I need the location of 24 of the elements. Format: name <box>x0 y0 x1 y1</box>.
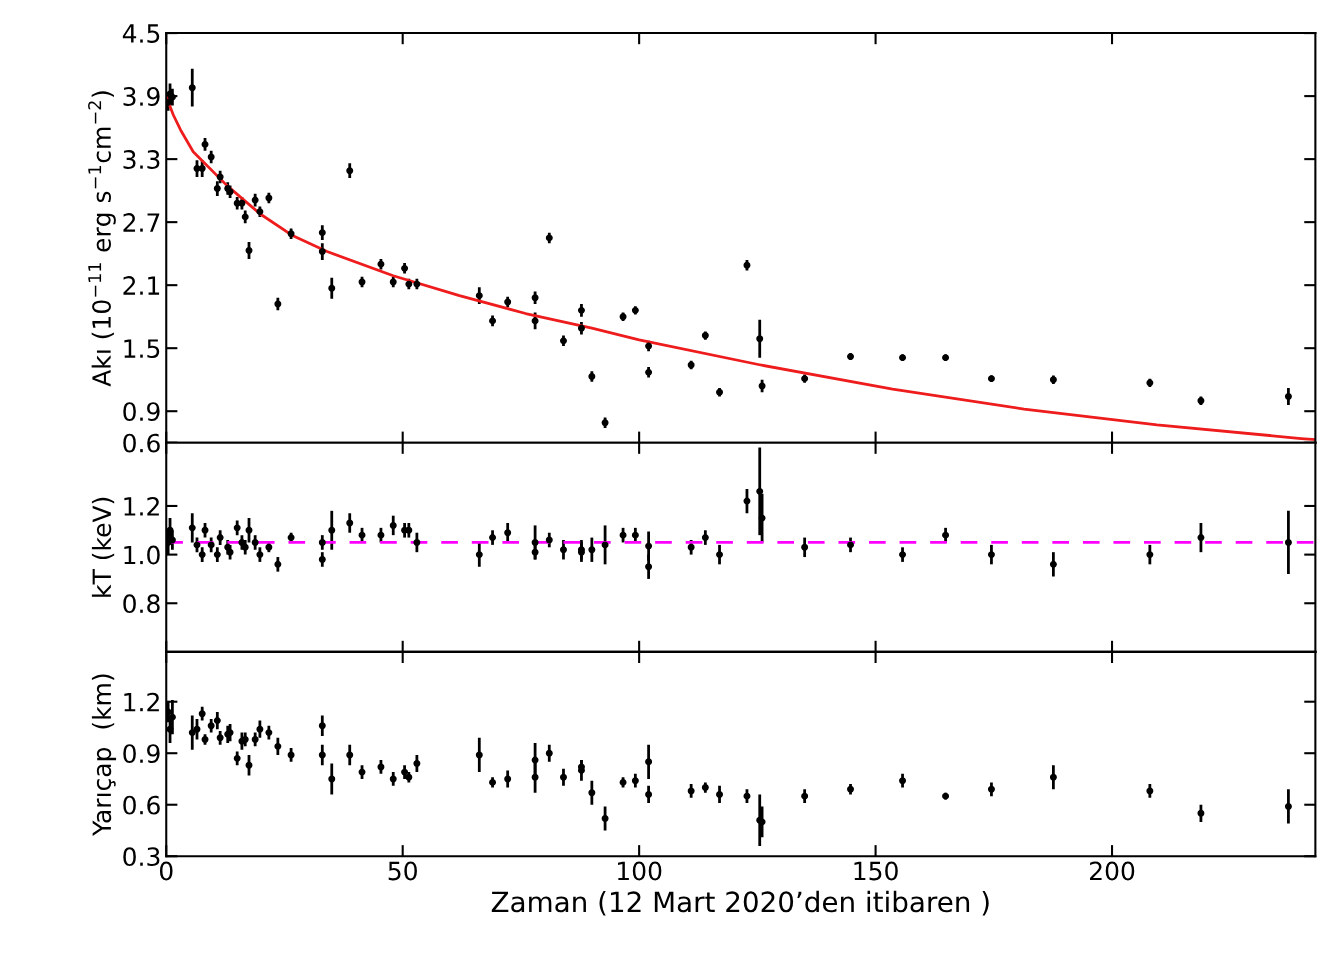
y-tick-label: 1.2 <box>124 496 159 516</box>
y-axis-title: Akı (10$^{−11}$ erg s$^{−1}$cm$^{−2}$) <box>88 91 116 387</box>
x-tick-label: 150 <box>854 861 898 881</box>
y-tick-label: 0.9 <box>123 744 160 764</box>
y-tick-label: 4.5 <box>122 24 160 43</box>
y-tick-label: 0.9 <box>123 402 160 422</box>
y-tick-label: 0.6 <box>123 433 160 453</box>
y-tick-label: 2.1 <box>123 276 160 295</box>
x-tick-label: 100 <box>618 861 662 881</box>
x-tick-label: 0 <box>159 861 173 881</box>
y-axis-title: kT (keV) <box>91 497 115 597</box>
y-axis-title: Yarıçap (km) <box>91 674 117 836</box>
y-tick-label: 3.9 <box>123 87 160 106</box>
y-tick-label: 0.3 <box>123 847 160 867</box>
y-tick-label: 0.8 <box>123 594 160 614</box>
x-tick-label: 200 <box>1090 861 1135 881</box>
x-tick-label: 50 <box>388 861 417 881</box>
y-tick-label: 0.6 <box>123 795 160 815</box>
x-axis-title: Zaman (12 Mart 2020’den itibaren ) <box>491 890 989 916</box>
y-tick-label: 2.7 <box>123 213 160 232</box>
y-tick-label: 1.0 <box>124 545 160 565</box>
y-tick-label: 3.3 <box>123 150 160 169</box>
y-tick-label: 1.5 <box>124 339 160 359</box>
y-tick-label: 1.2 <box>124 692 159 712</box>
